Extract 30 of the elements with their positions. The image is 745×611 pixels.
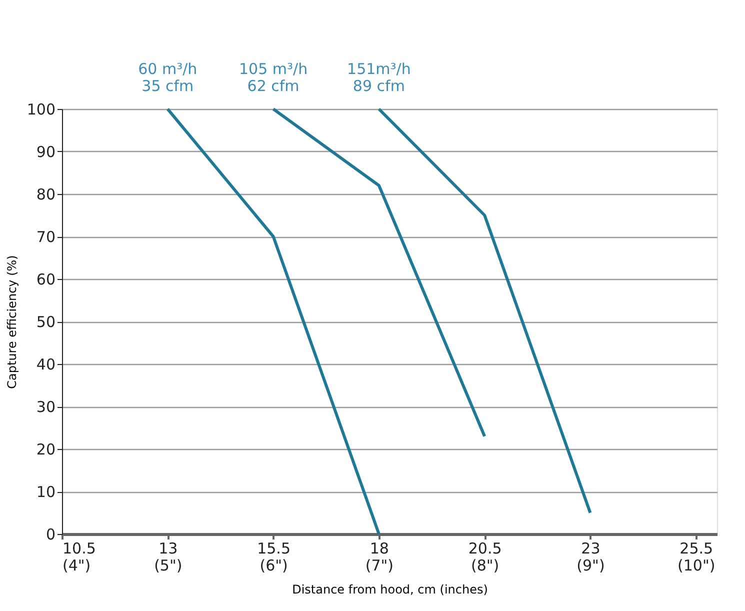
- y-tick-label: 90: [36, 143, 56, 161]
- x2-tick-label: (8"): [471, 556, 500, 574]
- x-tick-label: 15.5: [257, 540, 290, 558]
- y-tick-label: 20: [36, 440, 56, 458]
- x-tick-label: 18: [370, 540, 389, 558]
- x-axis-title: Distance from hood, cm (inches): [292, 582, 488, 596]
- y-tick-label: 40: [36, 356, 56, 374]
- x2-tick-label: (9"): [576, 556, 605, 574]
- y-tick-label: 30: [36, 398, 56, 416]
- y-tick-label: 10: [36, 483, 56, 501]
- annotation: 105 m³/h 62 cfm: [238, 60, 308, 95]
- x2-tick-label: (10"): [678, 556, 716, 574]
- y-tick-label: 70: [36, 228, 56, 246]
- x-tick-label: 13: [158, 540, 178, 558]
- x-tick-label: 25.5: [680, 540, 714, 558]
- x-tick-label: 20.5: [468, 540, 502, 558]
- y-axis-title: Capture efficiency (%): [4, 255, 19, 389]
- y-tick-label: 80: [36, 186, 56, 204]
- annotation: 60 m³/h 35 cfm: [138, 60, 198, 95]
- x2-tick-label: (7"): [365, 556, 394, 574]
- x2-tick-label: (4"): [62, 556, 91, 574]
- annotation: 151m³/h 89 cfm: [347, 60, 411, 95]
- x2-tick-label: (6"): [260, 556, 288, 574]
- x-tick-label: 10.5: [62, 540, 96, 558]
- y-tick-label: 60: [36, 270, 56, 288]
- y-tick-label: 100: [26, 100, 56, 118]
- y-tick-label: 0: [46, 526, 56, 544]
- x-tick-label: 23: [581, 540, 600, 558]
- y-tick-label: 50: [36, 313, 56, 331]
- x2-tick-label: (5"): [154, 556, 182, 574]
